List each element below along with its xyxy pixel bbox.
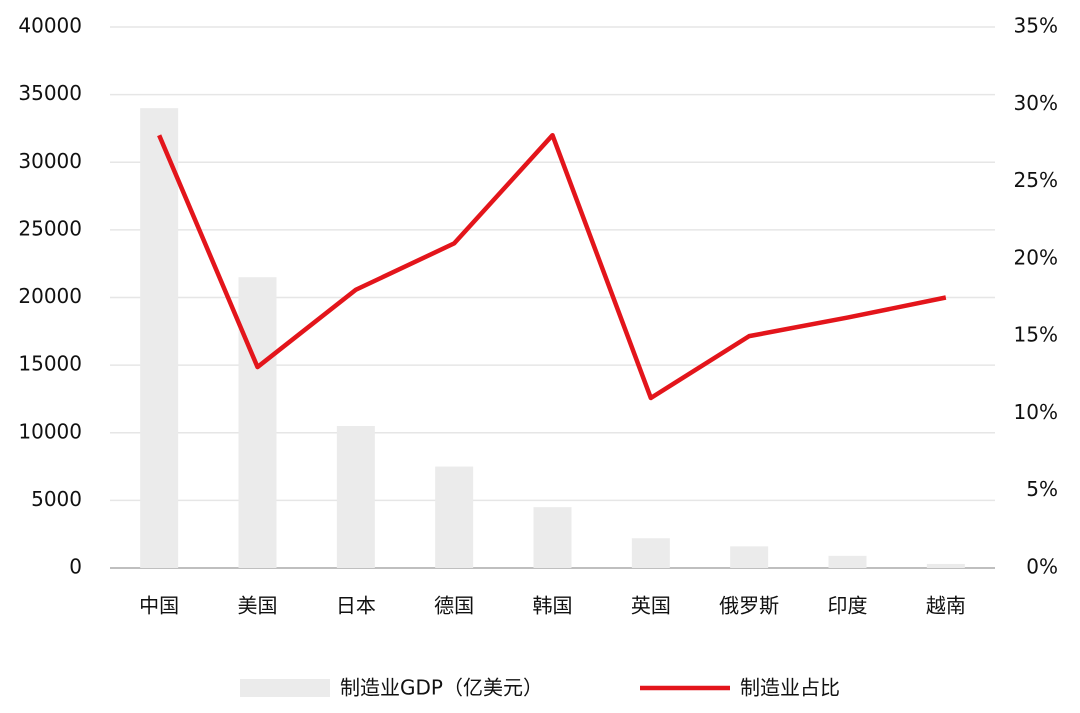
bar: [926, 563, 965, 568]
bar: [435, 466, 474, 568]
bar: [336, 425, 375, 568]
y-tick-label: 15000: [18, 352, 82, 376]
y-tick-label: 25000: [18, 216, 82, 240]
legend-label: 制造业GDP（亿美元）: [340, 676, 543, 700]
x-tick-label: 中国: [139, 594, 179, 618]
y2-tick-label: 15%: [1014, 323, 1058, 347]
y-tick-label: 40000: [18, 14, 82, 38]
y2-tick-label: 35%: [1014, 14, 1058, 38]
y-tick-label: 35000: [18, 81, 82, 105]
legend-label: 制造业占比: [740, 676, 840, 700]
y2-tick-label: 25%: [1014, 168, 1058, 192]
x-tick-label: 印度: [828, 594, 868, 618]
y2-tick-label: 10%: [1014, 400, 1058, 424]
line: [157, 132, 947, 401]
y-tick-label: 5000: [31, 487, 82, 511]
x-tick-label: 美国: [238, 594, 278, 618]
y2-tick-label: 0%: [1026, 555, 1058, 579]
y2-tick-label: 20%: [1014, 245, 1058, 269]
bar: [631, 538, 670, 568]
bar: [730, 546, 769, 568]
y-tick-label: 20000: [18, 284, 82, 308]
y-tick-label: 0: [69, 555, 82, 579]
y-tick-label: 30000: [18, 149, 82, 173]
bar: [238, 277, 277, 568]
y2-tick-label: 5%: [1026, 477, 1058, 501]
x-tick-label: 日本: [336, 594, 376, 618]
x-tick-label: 英国: [631, 594, 671, 618]
x-tick-label: 韩国: [533, 594, 573, 618]
y-tick-label: 10000: [18, 419, 82, 443]
bar: [828, 555, 867, 568]
x-tick-label: 德国: [434, 594, 474, 618]
legend-swatch: [240, 679, 330, 697]
y2-tick-label: 30%: [1014, 91, 1058, 115]
bar: [140, 108, 179, 569]
x-tick-label: 俄罗斯: [719, 594, 779, 618]
bar: [533, 507, 572, 568]
x-tick-label: 越南: [926, 594, 966, 618]
